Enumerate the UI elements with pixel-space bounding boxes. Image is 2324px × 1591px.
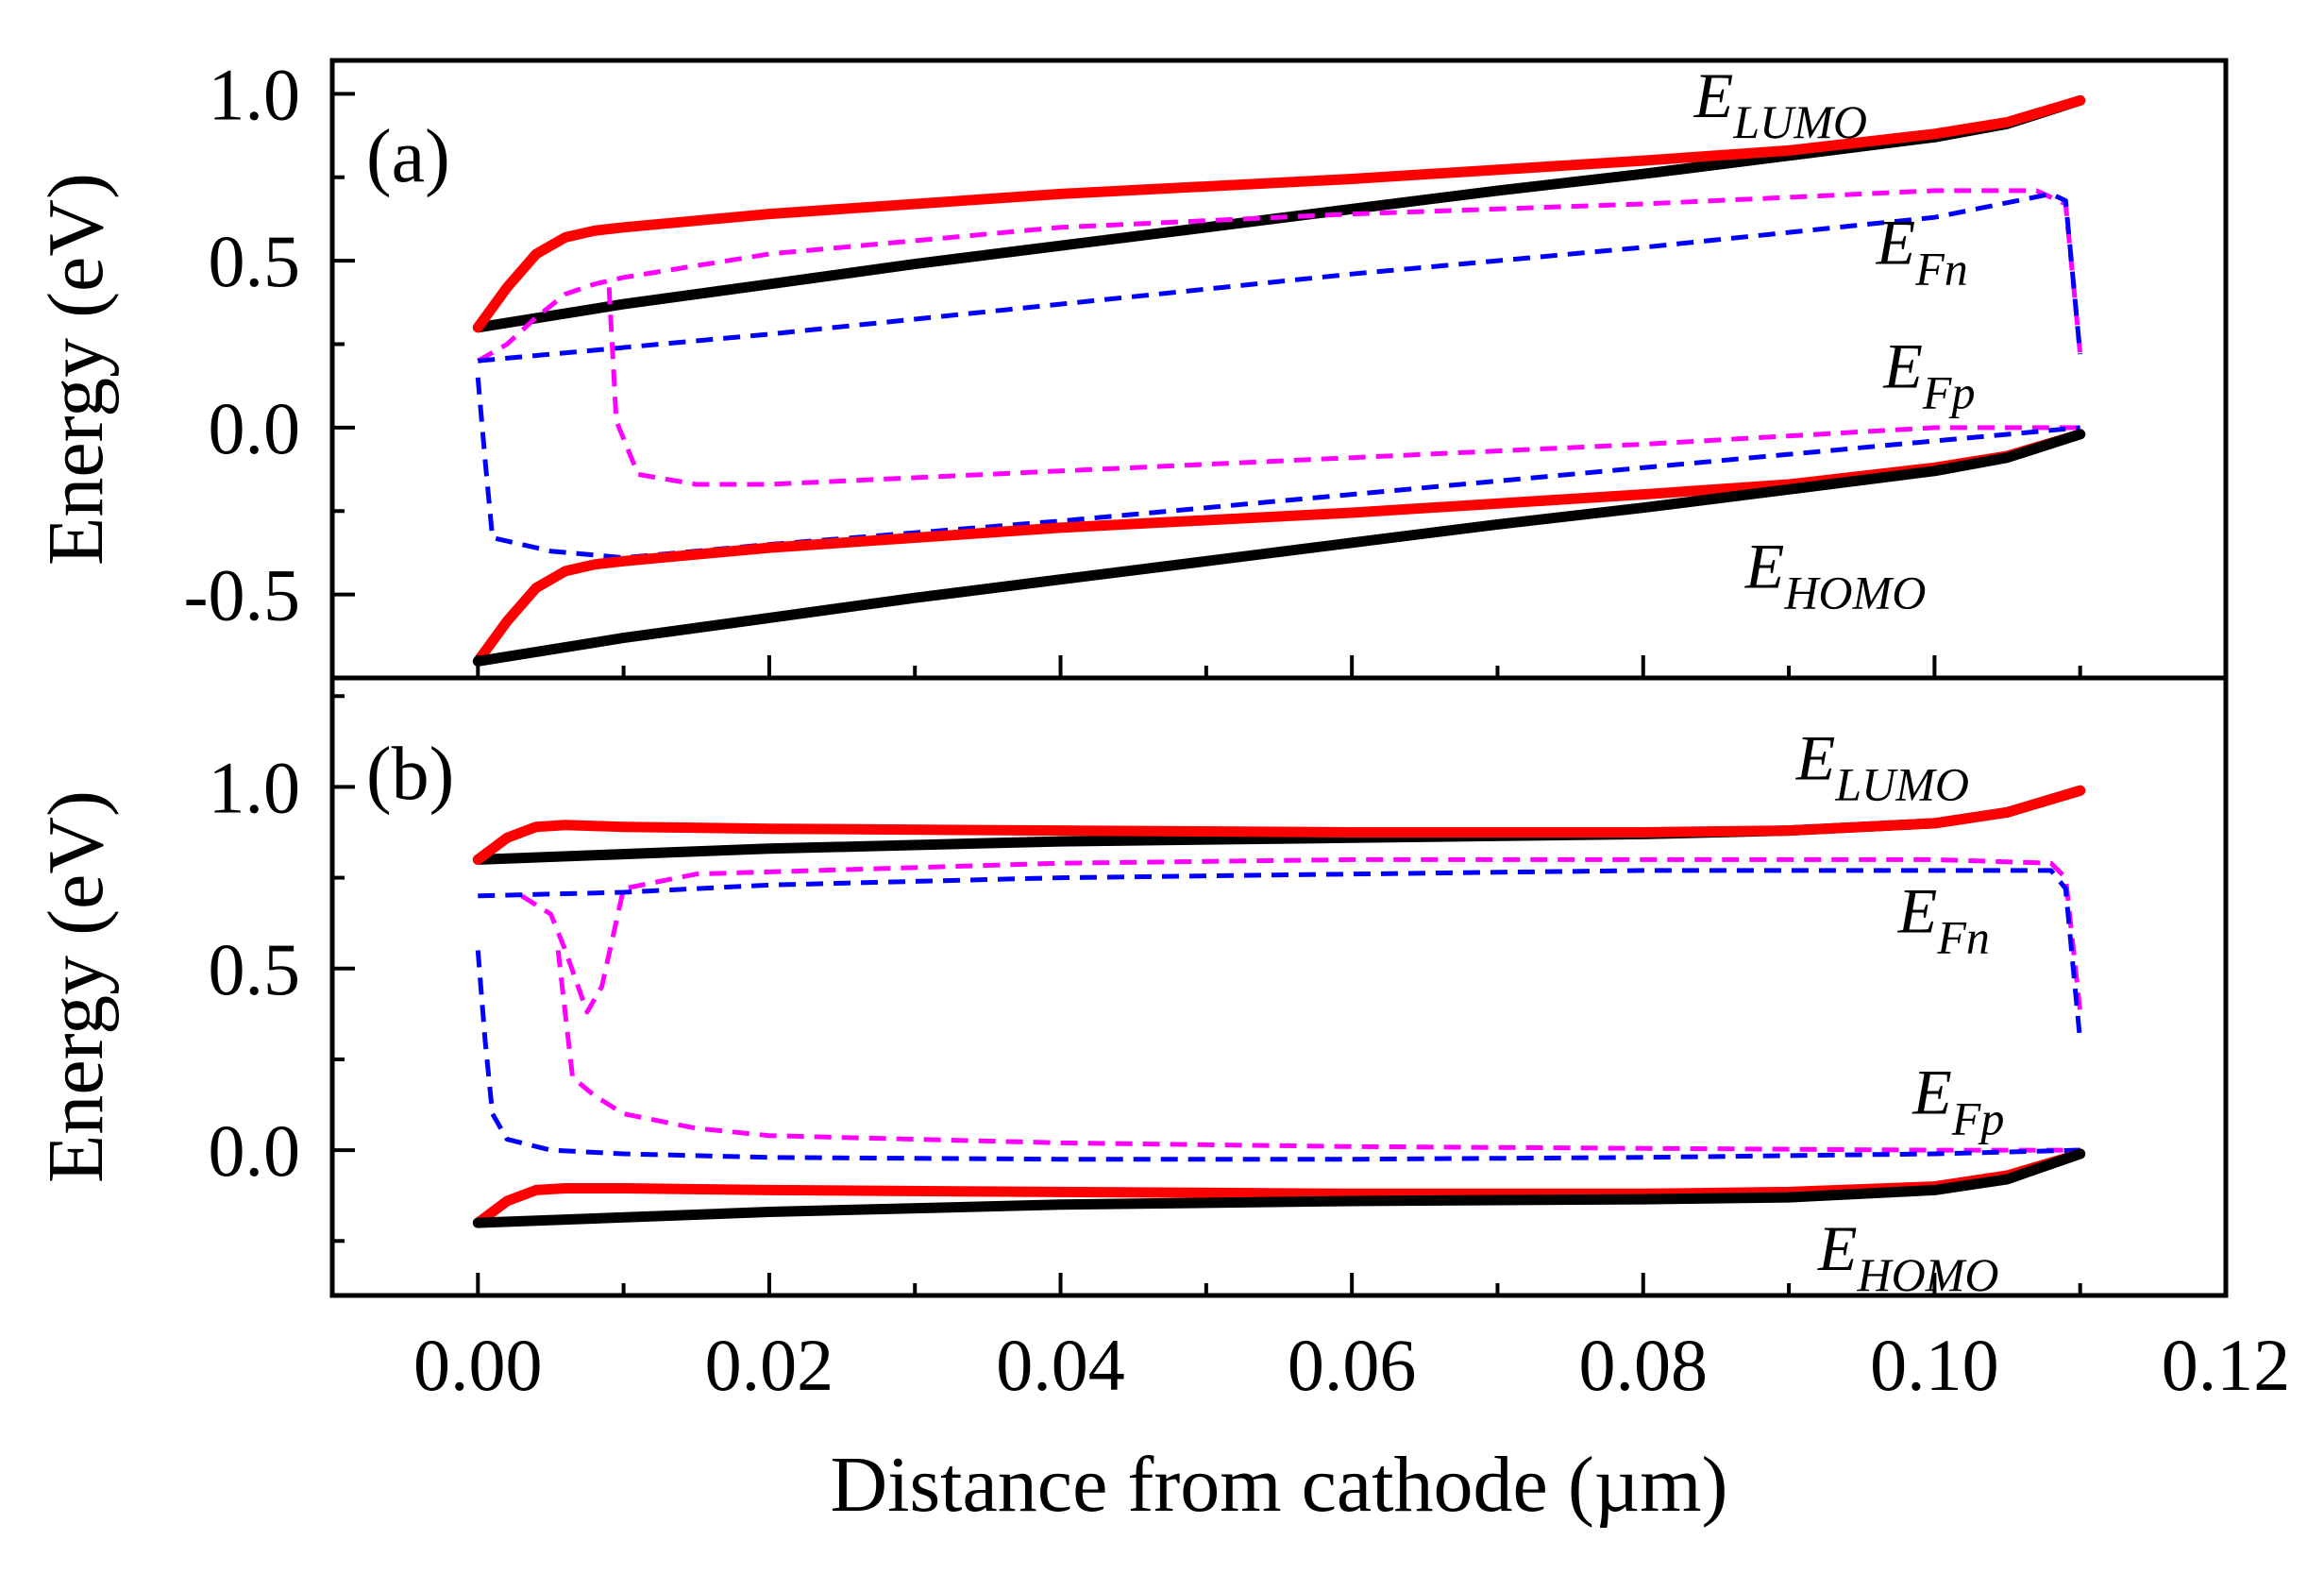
x-tick-label: 0.10 bbox=[1870, 1324, 1999, 1406]
annotation-subscript: LUMO bbox=[1732, 95, 1867, 148]
panel-1-series-fn-magenta bbox=[477, 188, 2083, 364]
annotation-main-letter: E bbox=[1693, 59, 1734, 131]
panel-2-y-tick-label: 0.0 bbox=[209, 1109, 301, 1192]
x-tick-label: 0.06 bbox=[1288, 1324, 1417, 1406]
panel-1-y-tick-label: -0.5 bbox=[184, 554, 300, 636]
x-tick-label: 0.12 bbox=[2162, 1324, 2291, 1406]
panel-2-series-homo-black bbox=[472, 1148, 2086, 1228]
panel-2-y-tick-label: 1.0 bbox=[209, 746, 301, 828]
annotation-main-letter: E bbox=[1882, 330, 1923, 401]
annotation-subscript: Fp bbox=[1922, 365, 1976, 418]
panel-1-annotation-homo: EHOMO bbox=[1744, 531, 1927, 619]
annotation-subscript: LUMO bbox=[1834, 758, 1969, 811]
panel-1-series-lumo-red bbox=[472, 94, 2086, 333]
annotation-subscript: Fn bbox=[1936, 910, 1990, 963]
panel-2-annotation-fp: EFp bbox=[1911, 1057, 2004, 1145]
panel-1-y-tick-label: 0.5 bbox=[209, 220, 301, 302]
panel-1-y-tick-label: 1.0 bbox=[209, 53, 301, 135]
panel-2-series-fp-magenta bbox=[555, 950, 2080, 1153]
panel-2-series-lumo-red bbox=[472, 785, 2086, 865]
panel-1-y-axis-title: Energy (eV) bbox=[32, 173, 120, 566]
panel-1-y-tick-label: 0.0 bbox=[209, 387, 301, 469]
annotation-main-letter: E bbox=[1817, 1212, 1858, 1284]
panel-2-y-tick-label: 0.5 bbox=[209, 928, 301, 1010]
panel-1-series-fp-magenta bbox=[606, 287, 2080, 487]
panel-2-label: (b) bbox=[366, 733, 454, 816]
annotation-main-letter: E bbox=[1897, 874, 1938, 946]
panel-2-series-fn-blue bbox=[478, 868, 2083, 1041]
x-tick-label: 0.04 bbox=[996, 1324, 1125, 1406]
panel-2-annotation-homo: EHOMO bbox=[1817, 1212, 1999, 1301]
panel-2-series-fp-blue bbox=[475, 950, 2080, 1162]
annotation-main-letter: E bbox=[1876, 207, 1916, 279]
panel-1-series-homo-black bbox=[472, 429, 2086, 667]
x-axis-title: Distance from cathode (µm) bbox=[830, 1441, 1727, 1529]
panel-1-annotation-fp: EFp bbox=[1882, 330, 1975, 418]
annotation-subscript: HOMO bbox=[1783, 567, 1926, 619]
panel-1-annotation-fn: EFn bbox=[1876, 207, 1968, 296]
panel-1-label: (a) bbox=[366, 115, 450, 198]
panel-1-series-fp-blue bbox=[475, 377, 2080, 561]
annotation-subscript: Fn bbox=[1914, 243, 1968, 296]
annotation-subscript: Fp bbox=[1951, 1092, 2005, 1145]
annotation-main-letter: E bbox=[1911, 1057, 1952, 1128]
panel-2-annotation-fn: EFn bbox=[1897, 874, 1990, 963]
panel-1-annotation-lumo: ELUMO bbox=[1693, 59, 1867, 148]
panel-2-series-fn-magenta bbox=[520, 856, 2083, 1015]
x-tick-label: 0.02 bbox=[705, 1324, 834, 1406]
x-tick-label: 0.08 bbox=[1579, 1324, 1709, 1406]
panel-2-frame bbox=[329, 675, 2229, 1298]
x-tick-label: 0.00 bbox=[413, 1324, 543, 1406]
panel-2-y-axis-title: Energy (eV) bbox=[32, 790, 120, 1183]
annotation-main-letter: E bbox=[1795, 722, 1836, 794]
annotation-main-letter: E bbox=[1744, 531, 1785, 602]
panel-1-series-fn-blue bbox=[478, 191, 2083, 364]
annotation-subscript: HOMO bbox=[1856, 1248, 1998, 1301]
panel-2-annotation-lumo: ELUMO bbox=[1795, 722, 1969, 811]
